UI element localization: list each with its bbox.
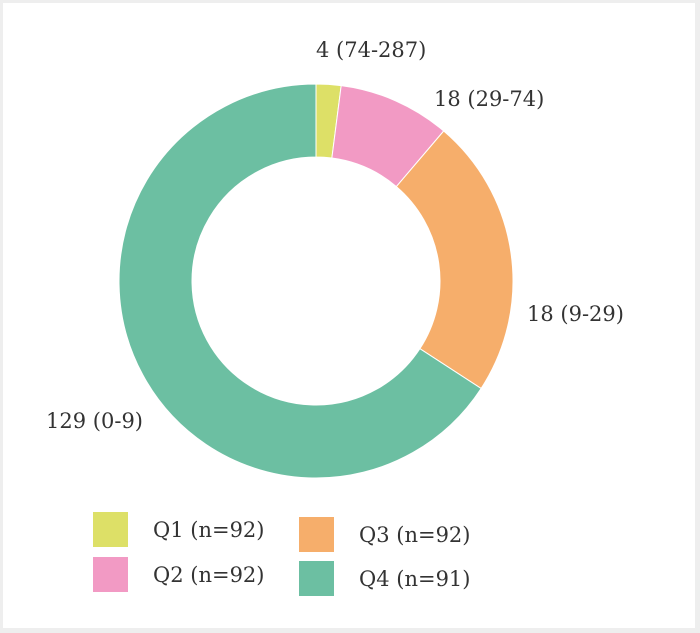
slice-label-1: 4 (74-287) [316,38,426,62]
slice-label-3: 18 (9-29) [527,302,624,326]
chart-panel: 4 (74-287) 18 (29-74) 18 (9-29) 129 (0-9) Q… [3,3,695,628]
donut-chart: 4 (74-287) 18 (29-74) 18 (9-29) 129 (0-9) [46,38,624,479]
donut-slice-3 [395,130,514,390]
slice-label-2: 18 (29-74) [434,87,544,111]
donut-slice-4 [118,83,482,479]
slice-label-4: 129 (0-9) [46,409,143,433]
